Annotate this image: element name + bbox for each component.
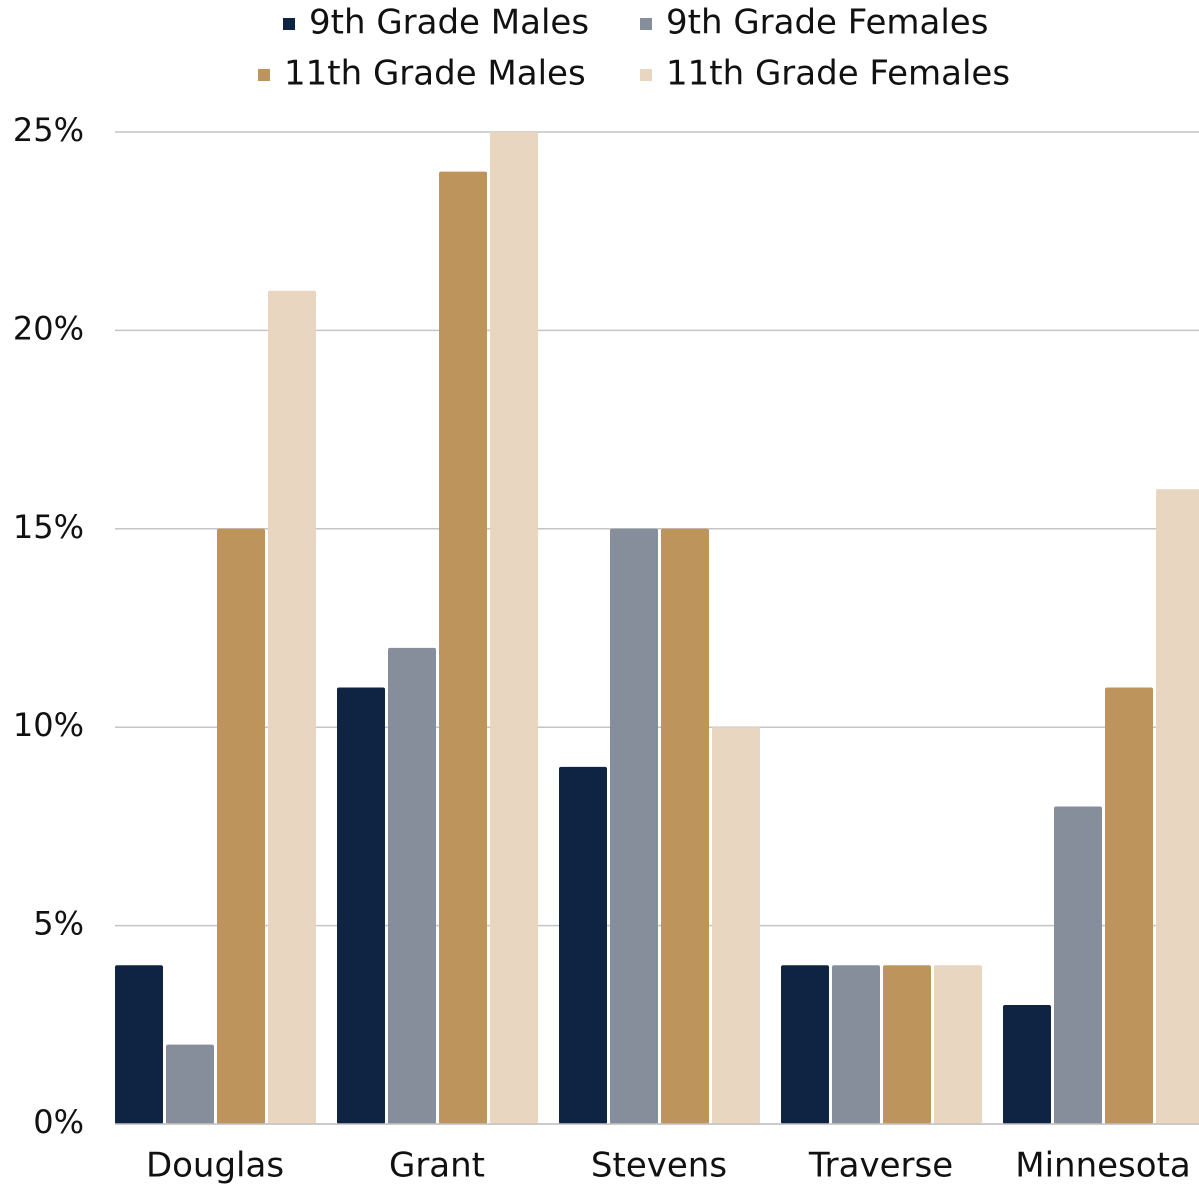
bar (883, 965, 931, 1124)
bar (1054, 806, 1102, 1124)
legend-marker (640, 18, 652, 30)
bar (832, 965, 880, 1124)
y-tick-label: 10% (13, 706, 84, 744)
legend-label: 11th Grade Females (666, 54, 1010, 94)
bar (661, 528, 709, 1124)
bar (388, 647, 436, 1124)
legend-label: 9th Grade Females (666, 3, 988, 43)
bar (268, 290, 316, 1125)
bar (337, 687, 385, 1124)
x-tick-label: Douglas (146, 1146, 284, 1186)
bar (934, 965, 982, 1124)
bar (217, 528, 265, 1124)
x-tick-label: Minnesota (1015, 1146, 1190, 1186)
bar (115, 965, 163, 1124)
bar (610, 528, 658, 1124)
y-tick-label: 5% (33, 905, 84, 943)
x-tick-label: Traverse (808, 1146, 953, 1186)
legend-marker (283, 18, 295, 30)
y-tick-label: 15% (13, 508, 84, 546)
legend-marker (640, 69, 652, 81)
bar (1105, 687, 1153, 1124)
bar (781, 965, 829, 1124)
y-tick-label: 25% (13, 111, 84, 149)
y-tick-label: 20% (13, 309, 84, 347)
legend-marker (258, 69, 270, 81)
bar (439, 171, 487, 1124)
x-tick-label: Stevens (591, 1146, 727, 1186)
bar (166, 1044, 214, 1124)
bar (712, 727, 760, 1124)
bar (1156, 489, 1199, 1124)
legend-label: 9th Grade Males (309, 3, 589, 43)
x-tick-label: Grant (389, 1146, 485, 1186)
legend-label: 11th Grade Males (284, 54, 586, 94)
y-tick-label: 0% (33, 1103, 84, 1141)
bar (559, 766, 607, 1124)
bar (1003, 1004, 1051, 1124)
bar (490, 132, 538, 1124)
